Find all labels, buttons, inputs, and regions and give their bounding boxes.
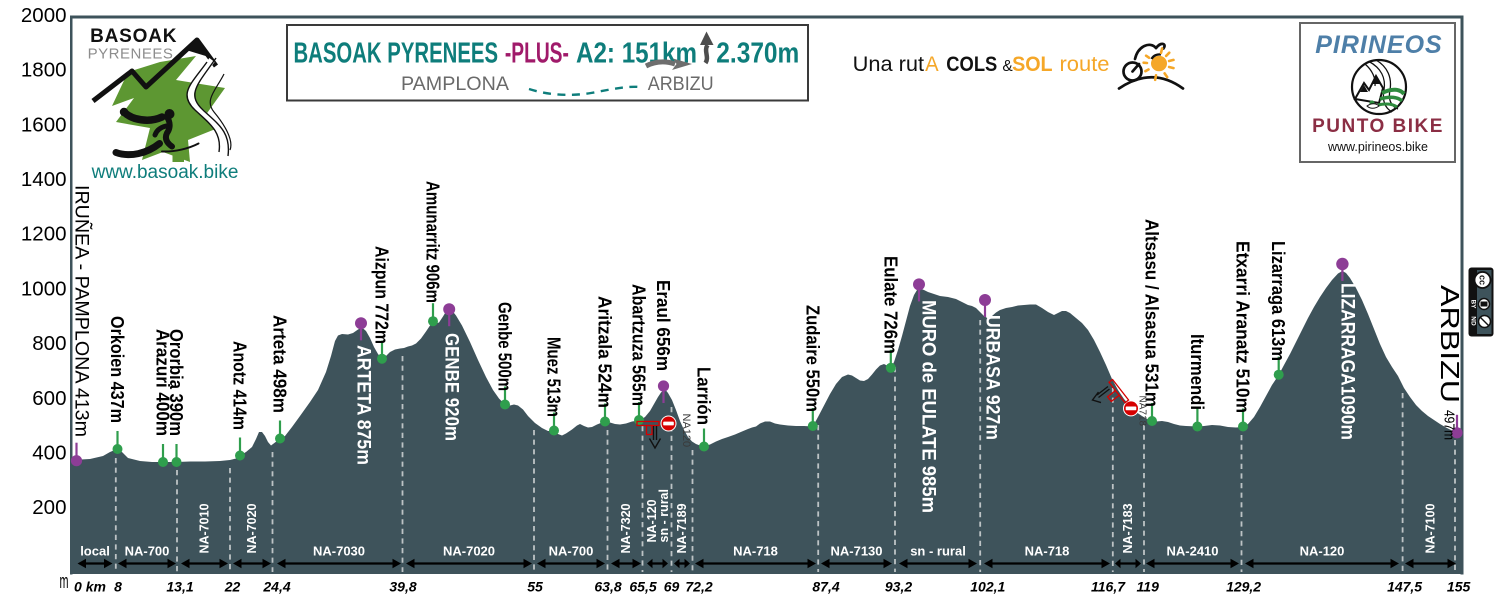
svg-text:Anotz 414m: Anotz 414m (230, 341, 251, 430)
svg-text:72,2: 72,2 (685, 579, 712, 595)
svg-text:Altsasu / Alsasua 531m: Altsasu / Alsasua 531m (1142, 219, 1163, 407)
svg-text:1200: 1200 (21, 223, 67, 246)
svg-text:PUNTO BIKE: PUNTO BIKE (1312, 116, 1444, 137)
svg-text:NA-7010: NA-7010 (198, 503, 212, 553)
svg-text:129,2: 129,2 (1226, 579, 1261, 595)
svg-text:0 km: 0 km (74, 579, 106, 595)
svg-text:NA-700: NA-700 (125, 544, 170, 559)
svg-text:600: 600 (32, 387, 66, 410)
svg-text:116,7: 116,7 (1091, 579, 1126, 595)
svg-text:PYRENEES: PYRENEES (88, 46, 174, 63)
svg-text:LIZARRAGA1090m: LIZARRAGA1090m (1337, 283, 1358, 440)
svg-text:GENBE 920m: GENBE 920m (441, 333, 462, 441)
svg-text:147,5: 147,5 (1387, 579, 1422, 595)
svg-text:SOL: SOL (1012, 53, 1053, 76)
svg-text:NA-7320: NA-7320 (619, 503, 633, 553)
svg-text:URBASA 927m: URBASA 927m (982, 315, 1003, 440)
svg-text:Aritzala 524m: Aritzala 524m (595, 296, 616, 408)
svg-text:-PLUS-: -PLUS- (505, 38, 569, 70)
svg-text:ARBIZU: ARBIZU (648, 74, 714, 95)
svg-text:NA-7100: NA-7100 (1424, 503, 1438, 553)
svg-text:Ororbia 390m: Ororbia 390m (166, 329, 187, 436)
svg-text:Aizpun 772m: Aizpun 772m (372, 246, 393, 344)
svg-text:1000: 1000 (21, 277, 67, 300)
svg-text:local: local (80, 544, 110, 559)
svg-text:Una rut: Una rut (853, 53, 925, 76)
svg-text:BASOAK: BASOAK (90, 26, 177, 47)
svg-text:COLS: COLS (946, 53, 997, 76)
svg-text:Abartzuza 565m: Abartzuza 565m (629, 284, 650, 406)
svg-text:24,4: 24,4 (262, 579, 290, 595)
svg-text:IRUÑEA - PAMPLONA 413m: IRUÑEA - PAMPLONA 413m (71, 185, 93, 437)
svg-text:www.pirineos.bike: www.pirineos.bike (1327, 140, 1428, 154)
svg-text:22: 22 (224, 579, 241, 595)
svg-text:sn - rural: sn - rural (657, 489, 671, 543)
svg-text:BASOAK PYRENEES: BASOAK PYRENEES (294, 38, 499, 70)
svg-text:39,8: 39,8 (389, 579, 416, 595)
svg-text:NA-7030: NA-7030 (313, 544, 365, 559)
svg-text:NA-7130: NA-7130 (830, 544, 882, 559)
svg-text:8: 8 (114, 579, 122, 595)
svg-text:497m: 497m (1441, 410, 1458, 440)
svg-text:2.370m: 2.370m (716, 38, 799, 70)
svg-text:Muez 513m: Muez 513m (544, 337, 565, 417)
svg-text:2000: 2000 (21, 4, 67, 27)
svg-text:93,2: 93,2 (885, 579, 912, 595)
svg-text:87,4: 87,4 (812, 579, 839, 595)
svg-text:Arteta 498m: Arteta 498m (270, 315, 291, 413)
svg-text:Amunarritz 906m: Amunarritz 906m (423, 181, 444, 303)
svg-text:ARBIZU: ARBIZU (1435, 285, 1465, 403)
svg-text:MURO de EULATE 985m: MURO de EULATE 985m (918, 300, 939, 513)
svg-text:cc: cc (1478, 275, 1488, 285)
svg-text:NA-7020: NA-7020 (443, 544, 495, 559)
svg-text:NA-7189: NA-7189 (675, 503, 689, 553)
svg-text:Lizarraga 613m: Lizarraga 613m (1268, 241, 1289, 361)
svg-text:800: 800 (32, 332, 66, 355)
svg-text:A: A (925, 53, 939, 76)
svg-text:69: 69 (664, 579, 680, 595)
svg-text:Larrión: Larrión (694, 367, 715, 425)
svg-text:www.basoak.bike: www.basoak.bike (91, 162, 239, 183)
svg-text:65,5: 65,5 (629, 579, 656, 595)
svg-text:119: 119 (1137, 579, 1160, 595)
svg-text:PIRINEOS: PIRINEOS (1315, 31, 1442, 59)
svg-text:route: route (1060, 53, 1110, 76)
svg-text:NA-718: NA-718 (1025, 544, 1070, 559)
svg-text:400: 400 (32, 442, 66, 465)
svg-text:Eraul 656m: Eraul 656m (653, 280, 674, 371)
svg-text:63,8: 63,8 (594, 579, 621, 595)
svg-text:1600: 1600 (21, 113, 67, 136)
svg-text:NA120: NA120 (680, 414, 692, 448)
svg-text:Zudaire 550m: Zudaire 550m (802, 305, 823, 412)
svg-text:Eulate 726m: Eulate 726m (880, 256, 901, 354)
svg-text:NA-7183: NA-7183 (1121, 503, 1135, 553)
svg-text:1400: 1400 (21, 168, 67, 191)
svg-text:NA-7020: NA-7020 (245, 503, 259, 553)
svg-text:m: m (60, 570, 69, 593)
svg-text:102,1: 102,1 (970, 579, 1005, 595)
svg-text:NA-700: NA-700 (549, 544, 594, 559)
svg-text:NA-120: NA-120 (1300, 544, 1345, 559)
svg-text:sn - rural: sn - rural (910, 544, 966, 559)
svg-text:BY: BY (1470, 299, 1477, 309)
svg-text:Genbe 500m: Genbe 500m (495, 302, 516, 391)
svg-text:200: 200 (32, 496, 66, 519)
svg-text:NA-718: NA-718 (733, 544, 778, 559)
svg-text:13,1: 13,1 (166, 579, 193, 595)
svg-text:NA718: NA718 (1137, 396, 1148, 427)
svg-text:1800: 1800 (21, 59, 67, 82)
svg-text:PAMPLONA: PAMPLONA (401, 74, 509, 95)
svg-text:155: 155 (1447, 579, 1471, 595)
svg-text:ARTETA 875m: ARTETA 875m (353, 345, 374, 465)
svg-text:Iturmendi: Iturmendi (1187, 334, 1208, 410)
svg-text:ND: ND (1470, 316, 1477, 326)
svg-text:Orkoien 437m: Orkoien 437m (107, 316, 128, 423)
svg-text:Etxarri Aranatz 510m: Etxarri Aranatz 510m (1233, 241, 1254, 413)
svg-text:NA-2410: NA-2410 (1166, 544, 1218, 559)
svg-text:55: 55 (527, 579, 543, 595)
